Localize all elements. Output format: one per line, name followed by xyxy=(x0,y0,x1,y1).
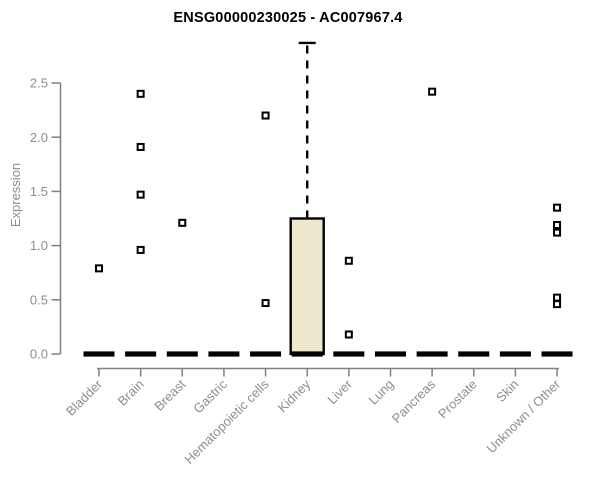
y-tick-label: 0.5 xyxy=(30,292,48,307)
box-group-hematopoietic-cells xyxy=(250,111,282,357)
outlier-point xyxy=(261,299,270,308)
box-rect xyxy=(289,217,325,356)
outlier-point xyxy=(553,228,562,237)
median-line xyxy=(125,351,157,357)
x-tick-label: Unknown / Other xyxy=(484,376,564,456)
outlier-point xyxy=(553,221,562,230)
x-tick-label: Breast xyxy=(151,376,188,413)
outlier-point xyxy=(136,89,145,98)
median-line xyxy=(208,351,240,357)
box-group-unknown-other xyxy=(541,203,573,357)
median-line xyxy=(458,351,490,357)
x-tick-label: Gastric xyxy=(190,376,230,416)
outlier-point xyxy=(344,256,353,265)
x-tick-label: Brain xyxy=(115,377,147,409)
median-line xyxy=(333,351,365,357)
outlier-point xyxy=(136,142,145,151)
median-line xyxy=(291,351,323,357)
outlier-point xyxy=(136,245,145,254)
y-tick-label: 1.5 xyxy=(30,184,48,199)
outlier-point xyxy=(136,190,145,199)
box-group-brain xyxy=(125,89,157,357)
y-tick-label: 0.0 xyxy=(30,347,48,362)
median-line xyxy=(83,351,115,357)
median-line xyxy=(250,351,282,357)
x-tick-label: Lung xyxy=(366,377,397,408)
outlier-point xyxy=(95,264,103,273)
box-group-lung xyxy=(374,351,406,357)
outlier-point xyxy=(178,218,187,227)
box-group-prostate xyxy=(458,351,490,357)
outlier-point xyxy=(344,330,353,339)
box-group-breast xyxy=(166,218,198,357)
x-tick-label: Kidney xyxy=(275,376,314,415)
outlier-point xyxy=(261,111,270,120)
median-line xyxy=(416,351,448,357)
outlier-point xyxy=(553,203,562,212)
x-tick-label: Liver xyxy=(324,376,355,407)
box-group-liver xyxy=(333,256,365,357)
box-group-skin xyxy=(499,351,531,357)
y-tick-label: 1.0 xyxy=(30,238,48,253)
outlier-point xyxy=(428,87,437,96)
median-line xyxy=(374,351,406,357)
y-tick-label: 2.0 xyxy=(30,130,48,145)
median-line xyxy=(499,351,531,357)
outlier-point xyxy=(553,300,562,309)
box-group-kidney xyxy=(289,41,325,357)
x-tick-label: Prostate xyxy=(435,377,480,422)
x-tick-label: Pancreas xyxy=(389,376,439,426)
chart-title: ENSG00000230025 - AC007967.4 xyxy=(173,10,403,26)
box-group-bladder xyxy=(83,264,115,357)
y-tick-label: 2.5 xyxy=(30,76,48,91)
outlier-point xyxy=(553,293,562,302)
x-tick-label: Skin xyxy=(493,377,521,405)
median-line xyxy=(166,351,198,357)
box-group-pancreas xyxy=(416,87,448,357)
box-group-gastric xyxy=(208,351,240,357)
median-line xyxy=(541,351,573,357)
x-tick-label: Bladder xyxy=(63,376,106,419)
